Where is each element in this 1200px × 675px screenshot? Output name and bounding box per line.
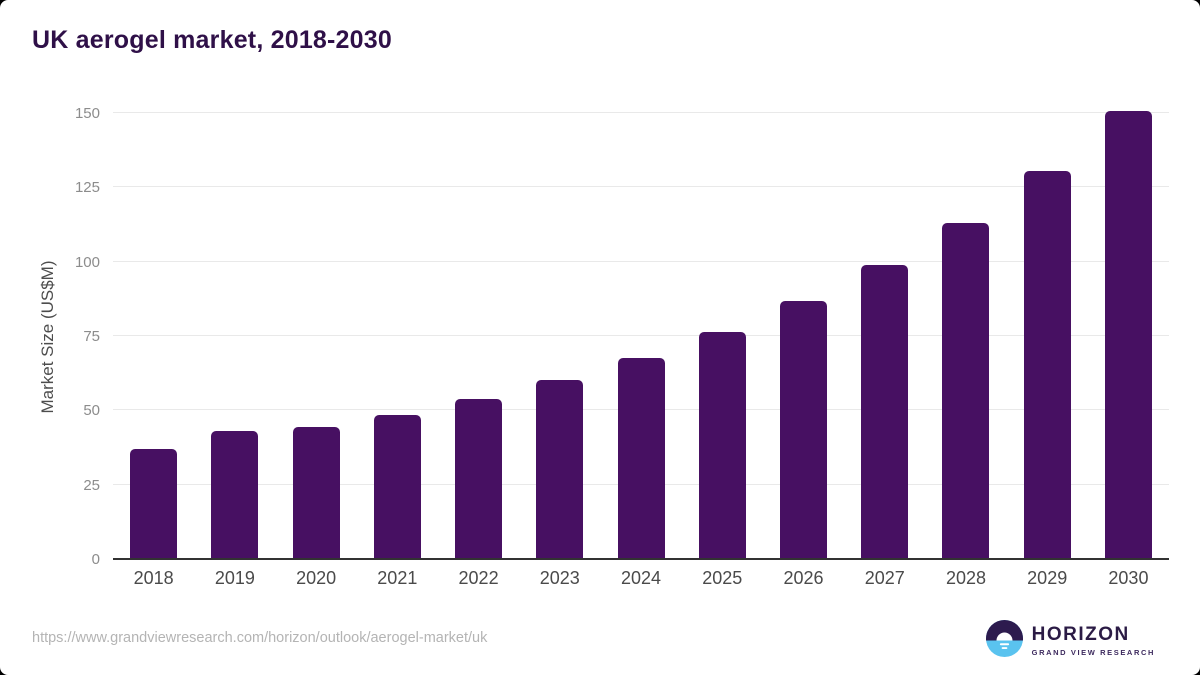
x-tick-label-2018: 2018	[133, 568, 174, 588]
logo-name: HORIZON	[1031, 624, 1130, 646]
bar-slot-2020	[275, 113, 356, 559]
bar-2021	[373, 415, 421, 559]
bar-2026	[779, 300, 827, 559]
horizon-sun-icon	[985, 620, 1023, 662]
bar-2027	[861, 264, 909, 559]
x-tick-label-2026: 2026	[783, 568, 824, 588]
x-tick-label-2029: 2029	[1027, 568, 1068, 588]
bar-slot-2027	[844, 113, 925, 559]
bar-2028	[942, 222, 990, 559]
brand-logo: HORIZON GRAND VIEW RESEARCH	[985, 620, 1155, 662]
x-tick-label-2023: 2023	[539, 568, 580, 588]
logo-text: HORIZON GRAND VIEW RESEARCH	[1031, 624, 1155, 657]
chart-title: UK aerogel market, 2018-2030	[32, 26, 392, 54]
bar-slot-2025	[682, 113, 763, 559]
bar-2022	[455, 399, 503, 559]
bar-slot-2024	[600, 113, 681, 559]
logo-subtitle: GRAND VIEW RESEARCH	[1031, 647, 1155, 657]
bar-2023	[536, 380, 584, 559]
y-axis-title: Market Size (US$M)	[38, 260, 57, 414]
y-tick-label-125: 125	[74, 179, 100, 197]
x-axis-line	[113, 558, 1169, 560]
y-tick-label-25: 25	[83, 476, 100, 494]
bar-slot-2029	[1007, 113, 1088, 559]
y-tick-label-150: 150	[74, 105, 100, 122]
bar-slot-2028	[925, 113, 1006, 559]
bar-slot-2019	[194, 113, 275, 559]
y-tick-label-50: 50	[83, 402, 100, 420]
x-tick-label-2021: 2021	[377, 568, 418, 588]
bar-slot-2022	[438, 113, 519, 559]
bar-slot-2021	[357, 113, 438, 559]
bar-2018	[130, 449, 178, 559]
bars	[113, 110, 1169, 559]
source-url: https://www.grandviewresearch.com/horizo…	[32, 630, 488, 646]
bar-2029	[1023, 170, 1071, 559]
y-tick-label-75: 75	[83, 328, 100, 345]
bar-2024	[617, 358, 665, 559]
x-tick-label-2019: 2019	[214, 568, 255, 588]
x-tick-label-2027: 2027	[864, 568, 905, 588]
plot-area: 0 25 50 75 100 125 150	[75, 105, 1169, 568]
x-tick-label-2024: 2024	[621, 568, 662, 588]
gridline-125	[113, 186, 1169, 188]
x-tick-label-2022: 2022	[458, 568, 499, 588]
bar-slot-2030	[1088, 110, 1169, 559]
x-tick-label-2028: 2028	[945, 568, 986, 588]
x-tick-label-2030: 2030	[1108, 568, 1149, 588]
x-tick-labels: 2018 2019 2020 2021 2022 2023 2024 2025 2026 2027…	[113, 568, 1169, 589]
gridline-100	[113, 260, 1169, 262]
bar-slot-2018	[113, 113, 194, 559]
bar-2019	[211, 430, 259, 559]
x-tick-label-2020: 2020	[296, 568, 337, 588]
y-tick-label-0: 0	[91, 551, 100, 568]
gridline-150	[113, 112, 1169, 113]
bar-2020	[292, 427, 340, 559]
bar-slot-2023	[519, 113, 600, 559]
bar-2025	[698, 331, 746, 559]
y-tick-label-100: 100	[74, 253, 100, 271]
gridline-75	[113, 335, 1169, 336]
x-tick-label-2025: 2025	[702, 568, 743, 588]
bar-slot-2026	[763, 113, 844, 559]
bar-2030	[1104, 110, 1152, 559]
